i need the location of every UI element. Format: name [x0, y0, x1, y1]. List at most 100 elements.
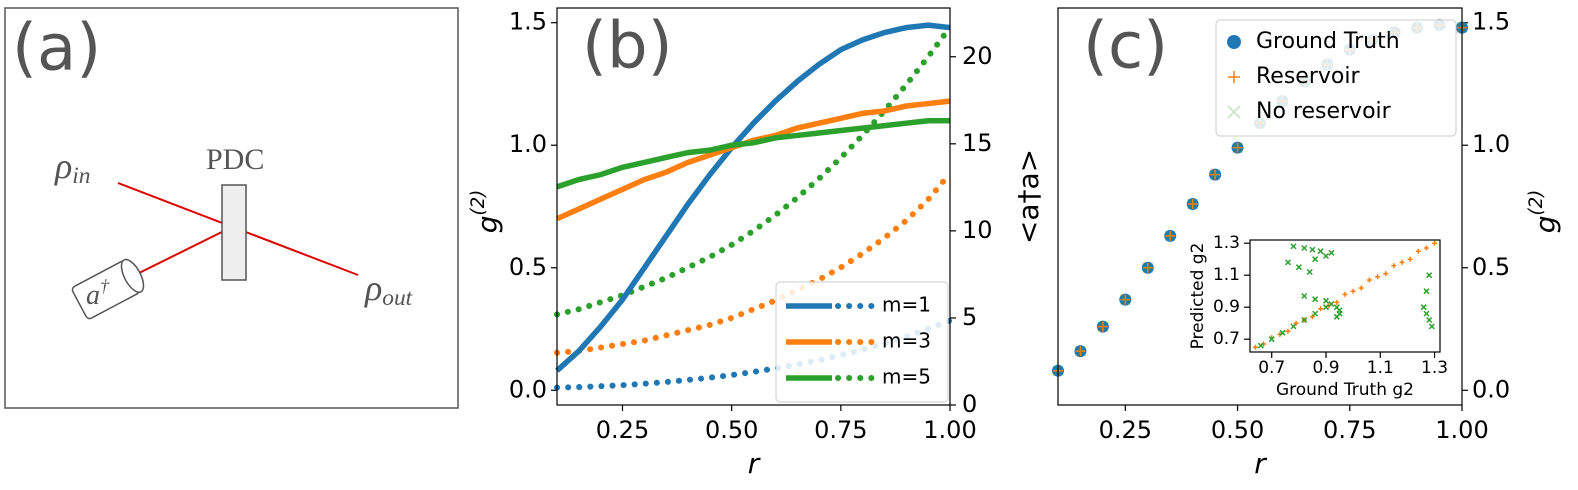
- x-tick-label: 0.9: [1312, 358, 1339, 378]
- point: [1312, 256, 1319, 263]
- panel: 0.25 0.50 0.75 1.00 0.0 0.5 1.0 1.5 0 5 10 15 20 r g(2…: [468, 7, 1045, 480]
- point: [1279, 329, 1286, 336]
- point: [1165, 230, 1176, 241]
- point: [1383, 271, 1389, 277]
- mode-label: a†: [86, 276, 110, 311]
- point: [1415, 248, 1421, 254]
- crystal: [221, 184, 247, 281]
- legend-label: Ground Truth: [1256, 29, 1400, 54]
- point: [1309, 246, 1316, 253]
- point: [1164, 230, 1176, 242]
- legend-label: Reservoir: [1256, 64, 1360, 89]
- point: [1333, 313, 1340, 320]
- point: [1257, 342, 1264, 349]
- label-sup: (2): [1526, 190, 1547, 216]
- point: [1328, 249, 1335, 256]
- point: [1426, 272, 1433, 279]
- point: [1284, 259, 1292, 266]
- point: [1322, 252, 1330, 260]
- line: [555, 22, 951, 373]
- label-base: ρ: [364, 268, 382, 308]
- point: [1252, 344, 1258, 350]
- point: [1420, 304, 1427, 311]
- legend-frame: [1215, 19, 1457, 137]
- point: [1407, 256, 1413, 262]
- point: [1342, 291, 1348, 297]
- inset: 0.7 0.9 1.1 1.3 0.7 0.9 1.1 1.3 Ground Truth g2 P…: [1188, 233, 1448, 400]
- y-tick-label: 0.5: [1472, 253, 1510, 281]
- point: [1142, 262, 1153, 273]
- x-axis-label: r: [748, 447, 761, 480]
- input-label: ρin: [54, 146, 90, 189]
- line: [556, 117, 950, 190]
- point: [1322, 304, 1330, 311]
- y-axis-label: g(2): [1526, 190, 1562, 234]
- y-tick-label: 1.0: [1472, 130, 1510, 158]
- point: [1301, 244, 1308, 252]
- y2-tick-label: 20: [962, 42, 993, 70]
- label-base: g: [471, 215, 504, 233]
- point: [1209, 169, 1221, 181]
- point: [1309, 314, 1315, 320]
- label-base: ρ: [54, 146, 72, 186]
- point: [1350, 288, 1356, 294]
- point: [1285, 328, 1291, 334]
- crystal-label: PDC: [206, 143, 264, 176]
- y-tick-label: 0.0: [509, 375, 547, 403]
- y2-axis-label: <a†a>: [1012, 149, 1045, 244]
- point: [1428, 323, 1435, 330]
- point: [1075, 346, 1086, 357]
- beam: [132, 224, 237, 277]
- legend-marker: [1227, 105, 1241, 119]
- x-tick-label: 1.1: [1367, 358, 1394, 378]
- point: [1097, 321, 1109, 333]
- panel-label: (c): [1083, 10, 1168, 84]
- plot-marks: [554, 22, 953, 391]
- detector: [71, 258, 145, 320]
- x-tick-label: 0.50: [1211, 416, 1264, 444]
- point: [1328, 300, 1335, 308]
- point: [1423, 310, 1430, 317]
- point: [1391, 263, 1397, 269]
- x-tick-label: 0.50: [705, 416, 758, 444]
- point: [1312, 296, 1319, 303]
- point: [1318, 306, 1324, 312]
- legend-label: m=5: [882, 365, 931, 389]
- point: [1399, 259, 1405, 265]
- point: [1366, 277, 1372, 283]
- label-sup: †: [100, 276, 110, 296]
- plot-frame: [1057, 7, 1463, 406]
- y-tick-label: 0.5: [509, 253, 547, 281]
- point: [1423, 245, 1429, 251]
- point: [1120, 294, 1131, 305]
- point: [1290, 323, 1297, 330]
- y2-tick-label: 10: [962, 216, 993, 244]
- legend-label: m=3: [882, 329, 931, 353]
- x-tick-label: 0.75: [1323, 416, 1376, 444]
- y-axis-label: g(2): [468, 190, 504, 234]
- point: [1232, 142, 1243, 153]
- point: [1306, 268, 1313, 276]
- dotted-line: [554, 170, 953, 356]
- x-tick-label: 0.75: [814, 416, 867, 444]
- panel-frame: [4, 7, 459, 409]
- point: [1187, 198, 1199, 210]
- y2-tick-label: 5: [962, 303, 977, 331]
- point: [1426, 316, 1433, 324]
- legend-label: No reservoir: [1256, 99, 1392, 124]
- panel-label: (b): [582, 10, 673, 84]
- panel-a: (a) PDC ρin a† ρout: [4, 7, 459, 409]
- point: [1119, 294, 1131, 306]
- point: [1290, 243, 1297, 250]
- point: [1293, 320, 1299, 326]
- legend-label: m=1: [882, 293, 931, 317]
- output-label: ρout: [364, 268, 413, 311]
- point: [1375, 274, 1381, 280]
- panel-label: (a): [12, 12, 101, 86]
- point: [1074, 345, 1086, 357]
- y2-tick-label: 15: [962, 129, 993, 157]
- y-tick-label: 0.7: [1213, 329, 1240, 349]
- y-tick-label: 1.0: [509, 130, 547, 158]
- y-tick-label: 1.1: [1213, 265, 1240, 285]
- plot-marks: [1252, 240, 1438, 350]
